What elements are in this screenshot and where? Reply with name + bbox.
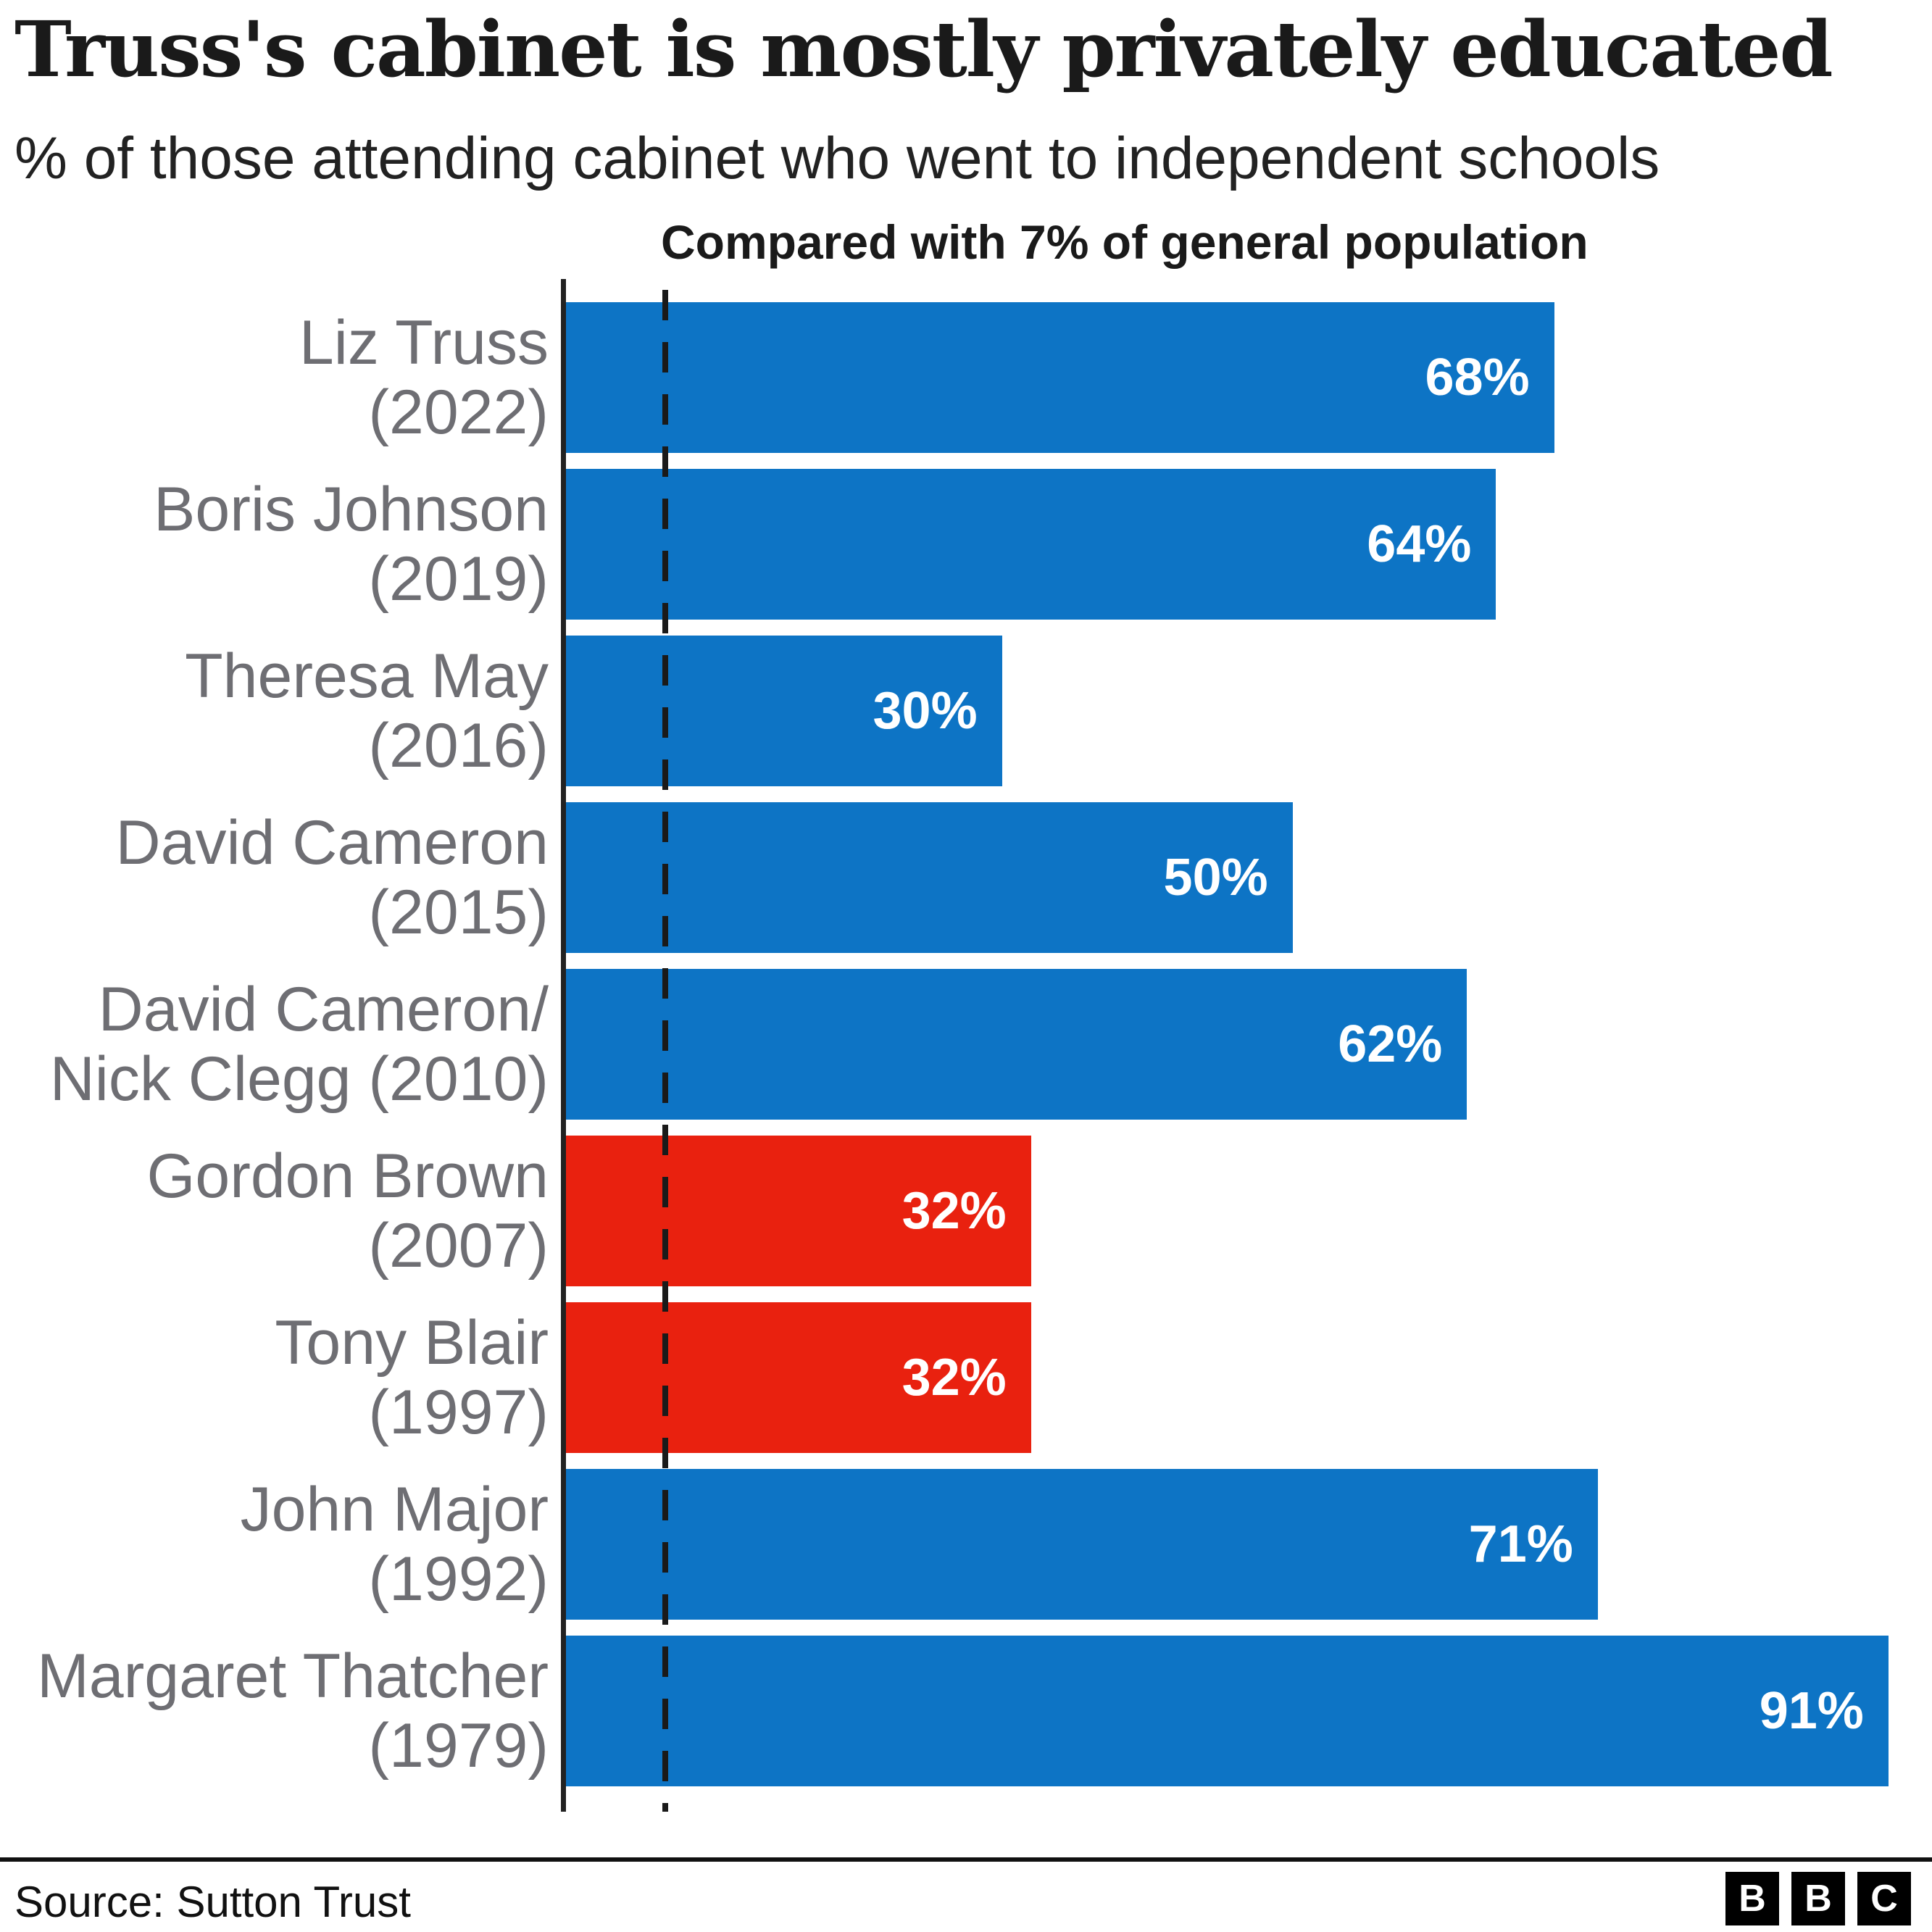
reference-dashed-line (662, 290, 668, 1812)
value-label: 30% (873, 682, 978, 740)
bar-track: 62% (566, 969, 1932, 1120)
chart-subtitle: % of those attending cabinet who went to… (14, 125, 1660, 191)
bar-track: 50% (566, 802, 1932, 953)
bar-track: 68% (566, 302, 1932, 453)
category-label-margaret-thatcher: Margaret Thatcher (1979) (37, 1641, 549, 1781)
bar-boris-johnson-2019: 64% (566, 469, 1496, 620)
value-label: 64% (1367, 515, 1472, 573)
value-label: 91% (1759, 1682, 1864, 1740)
value-label: 68% (1425, 349, 1530, 407)
bar-margaret-thatcher-1979: 91% (566, 1636, 1889, 1786)
category-label-david-cameron: David Cameron (2015) (115, 808, 549, 947)
category-label-gordon-brown: Gordon Brown (2007) (146, 1141, 549, 1281)
value-label: 50% (1163, 849, 1268, 907)
bbc-logo: B B C (1725, 1872, 1911, 1925)
reference-annotation: Compared with 7% of general population (661, 215, 1589, 269)
source-text: Source: Sutton Trust (14, 1878, 411, 1926)
category-label-john-major: John Major (1992) (240, 1475, 549, 1614)
bar-track: 32% (566, 1302, 1932, 1453)
bar-track: 30% (566, 636, 1932, 786)
bar-track: 32% (566, 1136, 1932, 1286)
category-label-cameron-clegg: David Cameron/ Nick Clegg (2010) (49, 975, 549, 1114)
category-label-tony-blair: Tony Blair (1997) (275, 1308, 549, 1447)
category-label-theresa-may: Theresa May (2016) (185, 641, 549, 780)
bar-theresa-may-2016: 30% (566, 636, 1002, 786)
bar-cameron-clegg-2010: 62% (566, 969, 1467, 1120)
bar-john-major-1992: 71% (566, 1469, 1598, 1620)
footer-divider (0, 1857, 1932, 1862)
bar-gordon-brown-2007: 32% (566, 1136, 1031, 1286)
value-label: 71% (1468, 1515, 1573, 1573)
bar-tony-blair-1997: 32% (566, 1302, 1031, 1453)
bar-track: 91% (566, 1636, 1932, 1786)
bar-track: 64% (566, 469, 1932, 620)
value-label: 32% (902, 1349, 1007, 1407)
category-label-boris-johnson: Boris Johnson (2019) (154, 475, 549, 614)
bbc-logo-block-b1: B (1725, 1872, 1779, 1925)
chart-title: Truss's cabinet is mostly privately educ… (14, 4, 1833, 94)
value-label: 32% (902, 1182, 1007, 1240)
y-axis-line (561, 279, 566, 1812)
value-label: 62% (1338, 1015, 1443, 1073)
bar-liz-truss-2022: 68% (566, 302, 1554, 453)
bar-track: 71% (566, 1469, 1932, 1620)
bbc-logo-block-b2: B (1791, 1872, 1845, 1925)
category-label-liz-truss: Liz Truss (2022) (299, 308, 549, 447)
bbc-logo-block-c: C (1857, 1872, 1911, 1925)
bar-david-cameron-2015: 50% (566, 802, 1293, 953)
